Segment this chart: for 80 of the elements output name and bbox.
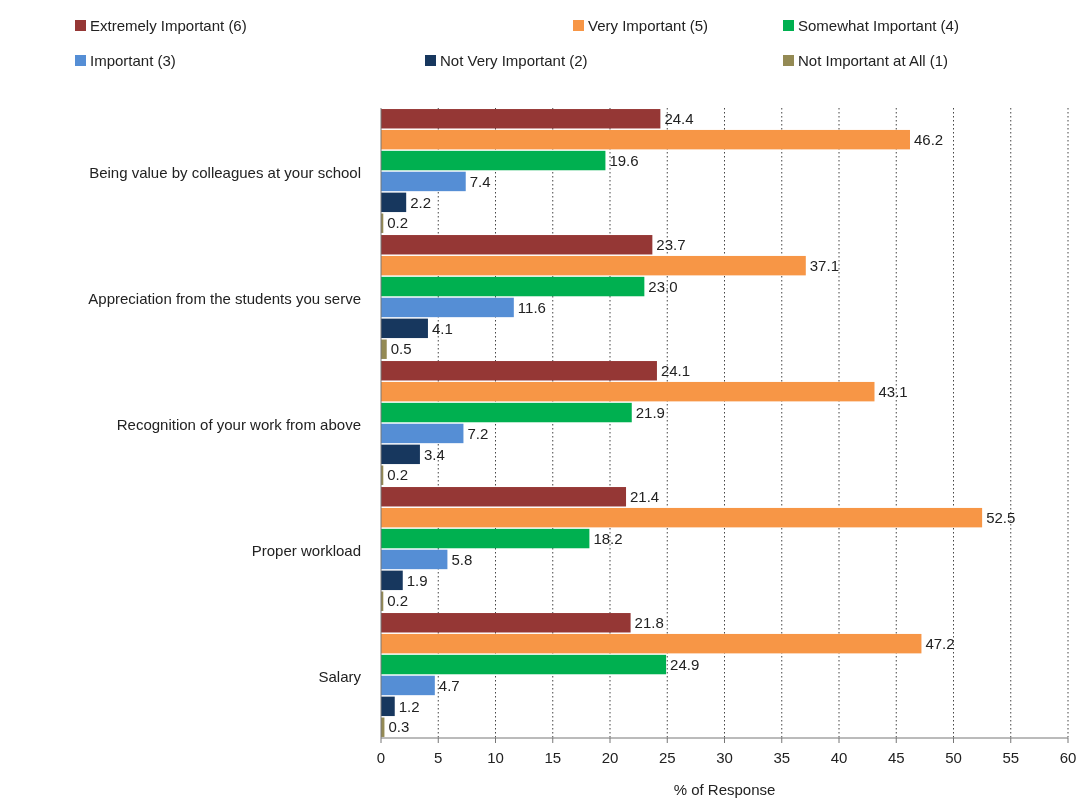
data-label: 21.9 bbox=[635, 403, 665, 421]
bar bbox=[381, 109, 661, 129]
data-label: 0.2 bbox=[387, 592, 409, 610]
y-tick-label: Recognition of your work from above bbox=[116, 416, 361, 434]
bar bbox=[381, 129, 910, 150]
legend-label: Not Very Important (2) bbox=[440, 52, 588, 70]
x-tick-label: 0 bbox=[376, 749, 386, 767]
data-label: 4.1 bbox=[431, 319, 453, 337]
data-label: 24.9 bbox=[670, 655, 700, 673]
data-label: 0.2 bbox=[387, 466, 409, 484]
x-tick-label: 60 bbox=[1059, 749, 1077, 767]
bar bbox=[381, 150, 606, 171]
bar bbox=[381, 675, 435, 696]
x-tick-label: 5 bbox=[434, 749, 443, 767]
data-label: 23.0 bbox=[648, 277, 678, 295]
x-tick-label: 50 bbox=[945, 749, 962, 767]
bar bbox=[381, 444, 420, 465]
data-label: 0.5 bbox=[390, 340, 412, 358]
bar bbox=[381, 613, 631, 633]
bar bbox=[381, 318, 428, 339]
data-label: 52.5 bbox=[986, 508, 1016, 526]
x-tick-label: 40 bbox=[830, 749, 848, 767]
data-label: 2.2 bbox=[410, 193, 432, 211]
x-tick-label: 10 bbox=[487, 749, 504, 767]
bar bbox=[381, 507, 983, 528]
y-tick-label: Appreciation from the students you serve bbox=[88, 290, 361, 308]
data-label: 21.4 bbox=[630, 488, 660, 506]
data-label: 1.2 bbox=[398, 697, 420, 715]
legend-label: Not Important at All (1) bbox=[798, 52, 949, 70]
bar bbox=[381, 255, 806, 276]
x-tick-label: 25 bbox=[658, 749, 676, 767]
data-label: 19.6 bbox=[609, 151, 639, 169]
bar bbox=[381, 423, 464, 444]
data-label: 4.7 bbox=[438, 676, 460, 694]
data-label: 18.2 bbox=[593, 529, 623, 547]
data-label: 3.4 bbox=[423, 445, 445, 463]
bar bbox=[381, 297, 514, 318]
bar bbox=[381, 633, 922, 654]
data-label: 24.1 bbox=[660, 362, 691, 380]
data-label: 23.7 bbox=[656, 236, 686, 254]
x-tick-label: 20 bbox=[601, 749, 619, 767]
x-tick-label: 45 bbox=[887, 749, 905, 767]
data-label: 0.3 bbox=[388, 718, 410, 736]
data-label: 24.4 bbox=[664, 110, 694, 128]
y-tick-label: Proper workload bbox=[251, 542, 361, 560]
x-tick-label: 55 bbox=[1002, 749, 1020, 767]
y-tick-label: Salary bbox=[318, 668, 362, 686]
bar bbox=[381, 696, 395, 717]
bar bbox=[381, 549, 448, 570]
data-label: 46.2 bbox=[913, 130, 944, 148]
legend-label: Very Important (5) bbox=[588, 17, 709, 35]
data-label: 1.9 bbox=[406, 571, 428, 589]
data-label: 7.4 bbox=[469, 172, 491, 190]
bar bbox=[381, 654, 667, 675]
bar bbox=[381, 192, 407, 213]
data-label: 0.2 bbox=[387, 214, 409, 232]
bar bbox=[381, 381, 875, 402]
bar bbox=[381, 570, 403, 591]
bar bbox=[381, 276, 645, 297]
legend-label: Extremely Important (6) bbox=[90, 17, 247, 35]
bar bbox=[381, 235, 653, 255]
x-tick-label: 30 bbox=[716, 749, 733, 767]
x-axis-title: % of Response bbox=[673, 781, 776, 799]
legend-label: Somewhat Important (4) bbox=[798, 17, 959, 35]
data-label: 37.1 bbox=[809, 256, 839, 274]
y-tick-label: Being value by colleagues at your school bbox=[89, 164, 361, 182]
data-label: 11.6 bbox=[517, 298, 546, 316]
data-label: 5.8 bbox=[451, 550, 473, 568]
bar bbox=[381, 171, 466, 192]
bar bbox=[381, 528, 590, 549]
x-tick-label: 35 bbox=[773, 749, 791, 767]
bar bbox=[381, 361, 657, 381]
data-label: 47.2 bbox=[925, 634, 955, 652]
data-label: 21.8 bbox=[634, 614, 664, 632]
legend-label: Important (3) bbox=[90, 52, 176, 70]
data-label: 43.1 bbox=[878, 382, 908, 400]
bar bbox=[381, 487, 627, 507]
data-label: 7.2 bbox=[467, 424, 489, 442]
bar bbox=[381, 402, 632, 423]
x-tick-label: 15 bbox=[544, 749, 562, 767]
